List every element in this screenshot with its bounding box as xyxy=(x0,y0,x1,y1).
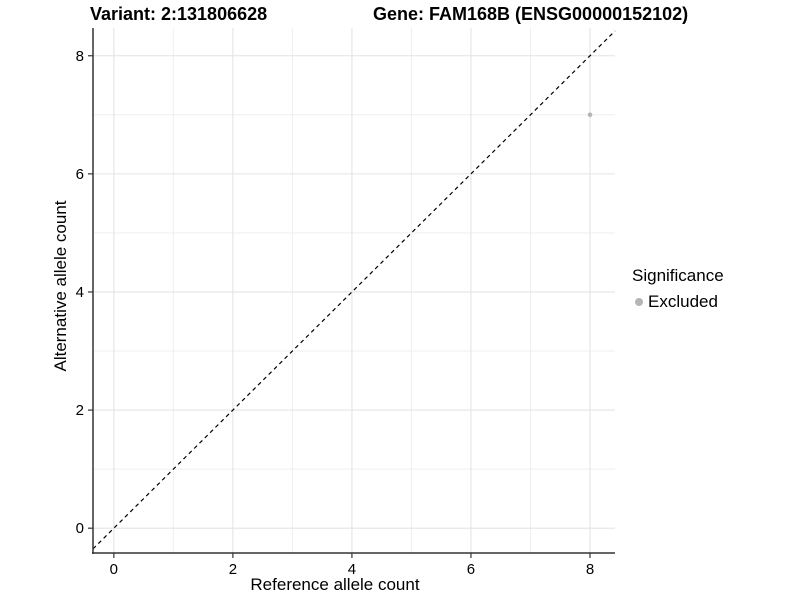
x-tick-label: 2 xyxy=(229,561,237,578)
legend: Significance Excluded xyxy=(632,266,724,312)
plot-title-gene: Gene: FAM168B (ENSG00000152102) xyxy=(373,4,689,24)
plot-title-variant: Variant: 2:131806628 xyxy=(90,4,268,24)
y-tick-label: 4 xyxy=(76,284,84,301)
y-tick-label: 2 xyxy=(76,402,84,419)
x-tick-label: 8 xyxy=(586,561,594,578)
legend-point-icon xyxy=(635,298,643,306)
y-axis-title: Alternative allele count xyxy=(51,200,70,372)
y-tick-label: 6 xyxy=(76,166,84,183)
x-axis-title: Reference allele count xyxy=(250,575,420,594)
legend-title: Significance xyxy=(632,266,724,285)
y-tick-label: 8 xyxy=(76,48,84,65)
identity-dashed-line xyxy=(92,30,616,550)
legend-item-excluded: Excluded xyxy=(632,292,724,312)
x-tick-label: 0 xyxy=(110,561,118,578)
x-tick-label: 6 xyxy=(467,561,475,578)
legend-item-label: Excluded xyxy=(648,292,718,311)
x-tick-label: 4 xyxy=(348,561,356,578)
y-tick-label: 0 xyxy=(76,520,84,537)
data-point xyxy=(587,112,593,118)
